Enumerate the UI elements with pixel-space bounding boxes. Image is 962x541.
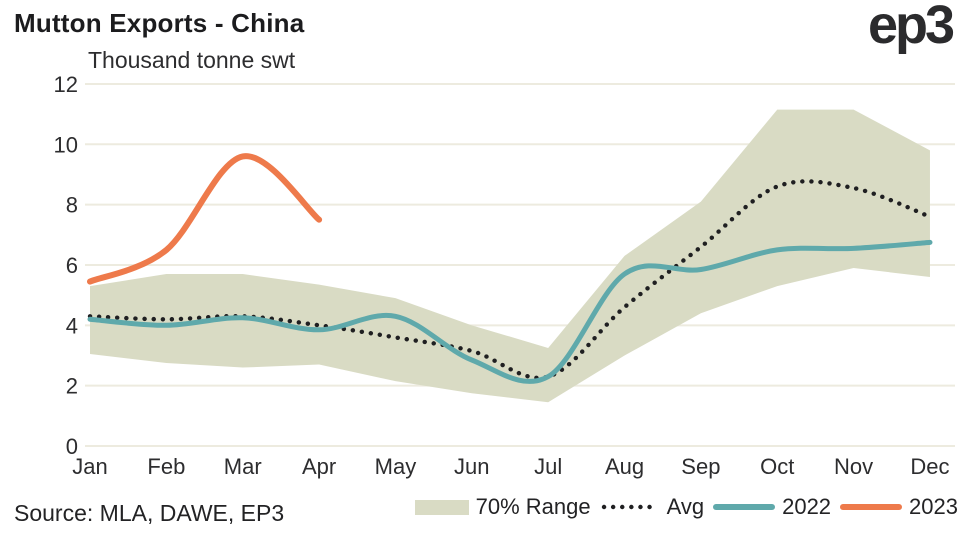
legend-range-label: 70% Range (475, 494, 591, 519)
series-2023-line (87, 153, 323, 285)
x-tick-label: Feb (147, 454, 185, 479)
x-tick-label: Jan (72, 454, 107, 479)
source-text: Source: MLA, DAWE, EP3 (14, 500, 285, 526)
y-tick-label: 12 (54, 72, 78, 97)
range-band-swatch (414, 499, 469, 515)
chart-legend: 70% Range Avg 2022 2023 (414, 494, 958, 520)
x-tick-label: Aug (605, 454, 644, 479)
legend-item-avg: Avg (600, 494, 705, 520)
y-tick-label: 4 (66, 313, 78, 338)
x-tick-label: Mar (224, 454, 262, 479)
y-tick-label: 8 (66, 193, 78, 218)
legend-2022-label: 2022 (782, 494, 832, 519)
legend-avg-label: Avg (666, 494, 705, 519)
y-tick-label: 0 (66, 434, 78, 459)
y-tick-label: 2 (66, 374, 78, 399)
x-tick-label: Jun (454, 454, 489, 479)
y-axis-unit-label: Thousand tonne swt (88, 47, 296, 73)
x-tick-label: Nov (834, 454, 873, 479)
legend-item-range: 70% Range (414, 494, 591, 520)
series-2023-swatch (840, 504, 903, 510)
legend-2023-label: 2023 (909, 494, 958, 519)
series-2022-line (87, 239, 933, 384)
x-tick-label: Jul (534, 454, 562, 479)
series-2022-swatch (713, 504, 776, 510)
x-tick-label: Sep (681, 454, 720, 479)
chart-title: Mutton Exports - China (14, 8, 305, 38)
avg-dotted-swatch (601, 504, 660, 510)
y-tick-label: 6 (66, 253, 78, 278)
legend-item-2023: 2023 (840, 494, 958, 520)
legend-item-2022: 2022 (713, 494, 831, 520)
ep3-logo: ep3 (867, 0, 955, 55)
range-band (90, 109, 930, 403)
x-tick-label: Oct (760, 454, 794, 479)
x-tick-label: May (375, 454, 417, 479)
x-tick-label: Apr (302, 454, 336, 479)
y-tick-label: 10 (54, 132, 78, 157)
x-tick-label: Dec (910, 454, 949, 479)
